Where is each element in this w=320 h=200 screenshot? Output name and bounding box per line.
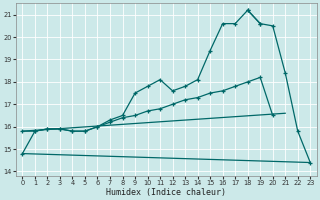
X-axis label: Humidex (Indice chaleur): Humidex (Indice chaleur) (106, 188, 226, 197)
